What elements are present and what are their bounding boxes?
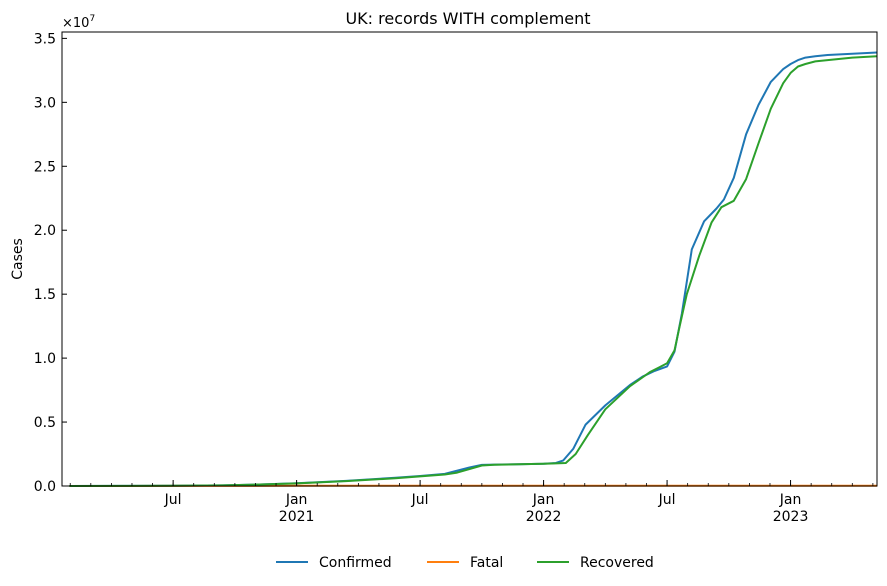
legend: Confirmed Fatal Recovered — [276, 555, 654, 571]
series-line-confirmed — [69, 51, 878, 487]
y-tick-label: 2.5 — [34, 159, 56, 175]
legend-label-recovered: Recovered — [580, 555, 654, 571]
series-line-recovered — [69, 55, 878, 487]
x-tick-year-label: 2021 — [279, 509, 315, 525]
y-tick-label: 2.0 — [34, 223, 56, 239]
y-axis-multiplier: ×107 — [62, 14, 95, 31]
x-tick-label: Jul — [658, 492, 676, 508]
x-tick-label: Jan — [285, 492, 308, 508]
y-tick-label: 0.0 — [34, 479, 56, 495]
y-tick-label: 3.5 — [34, 31, 56, 47]
chart-title: UK: records WITH complement — [345, 9, 590, 28]
y-multiplier-exponent: 7 — [89, 14, 95, 24]
y-multiplier-base: ×10 — [62, 16, 89, 31]
plot-area-frame — [61, 31, 878, 487]
x-tick-year-label: 2023 — [773, 509, 809, 525]
y-tick-label: 0.5 — [34, 415, 56, 431]
x-tick-label: Jan — [532, 492, 555, 508]
x-tick-label: Jul — [411, 492, 429, 508]
x-tick-label: Jul — [164, 492, 182, 508]
y-tick-label: 1.0 — [34, 351, 56, 367]
series-layer — [69, 51, 878, 487]
y-tick-label: 1.5 — [34, 287, 56, 303]
x-tick-year-label: 2022 — [526, 509, 562, 525]
x-tick-label: Jan — [779, 492, 802, 508]
legend-label-fatal: Fatal — [470, 555, 503, 571]
legend-label-confirmed: Confirmed — [319, 555, 392, 571]
y-tick-label: 3.0 — [34, 95, 56, 111]
y-axis-label: Cases — [10, 238, 26, 280]
